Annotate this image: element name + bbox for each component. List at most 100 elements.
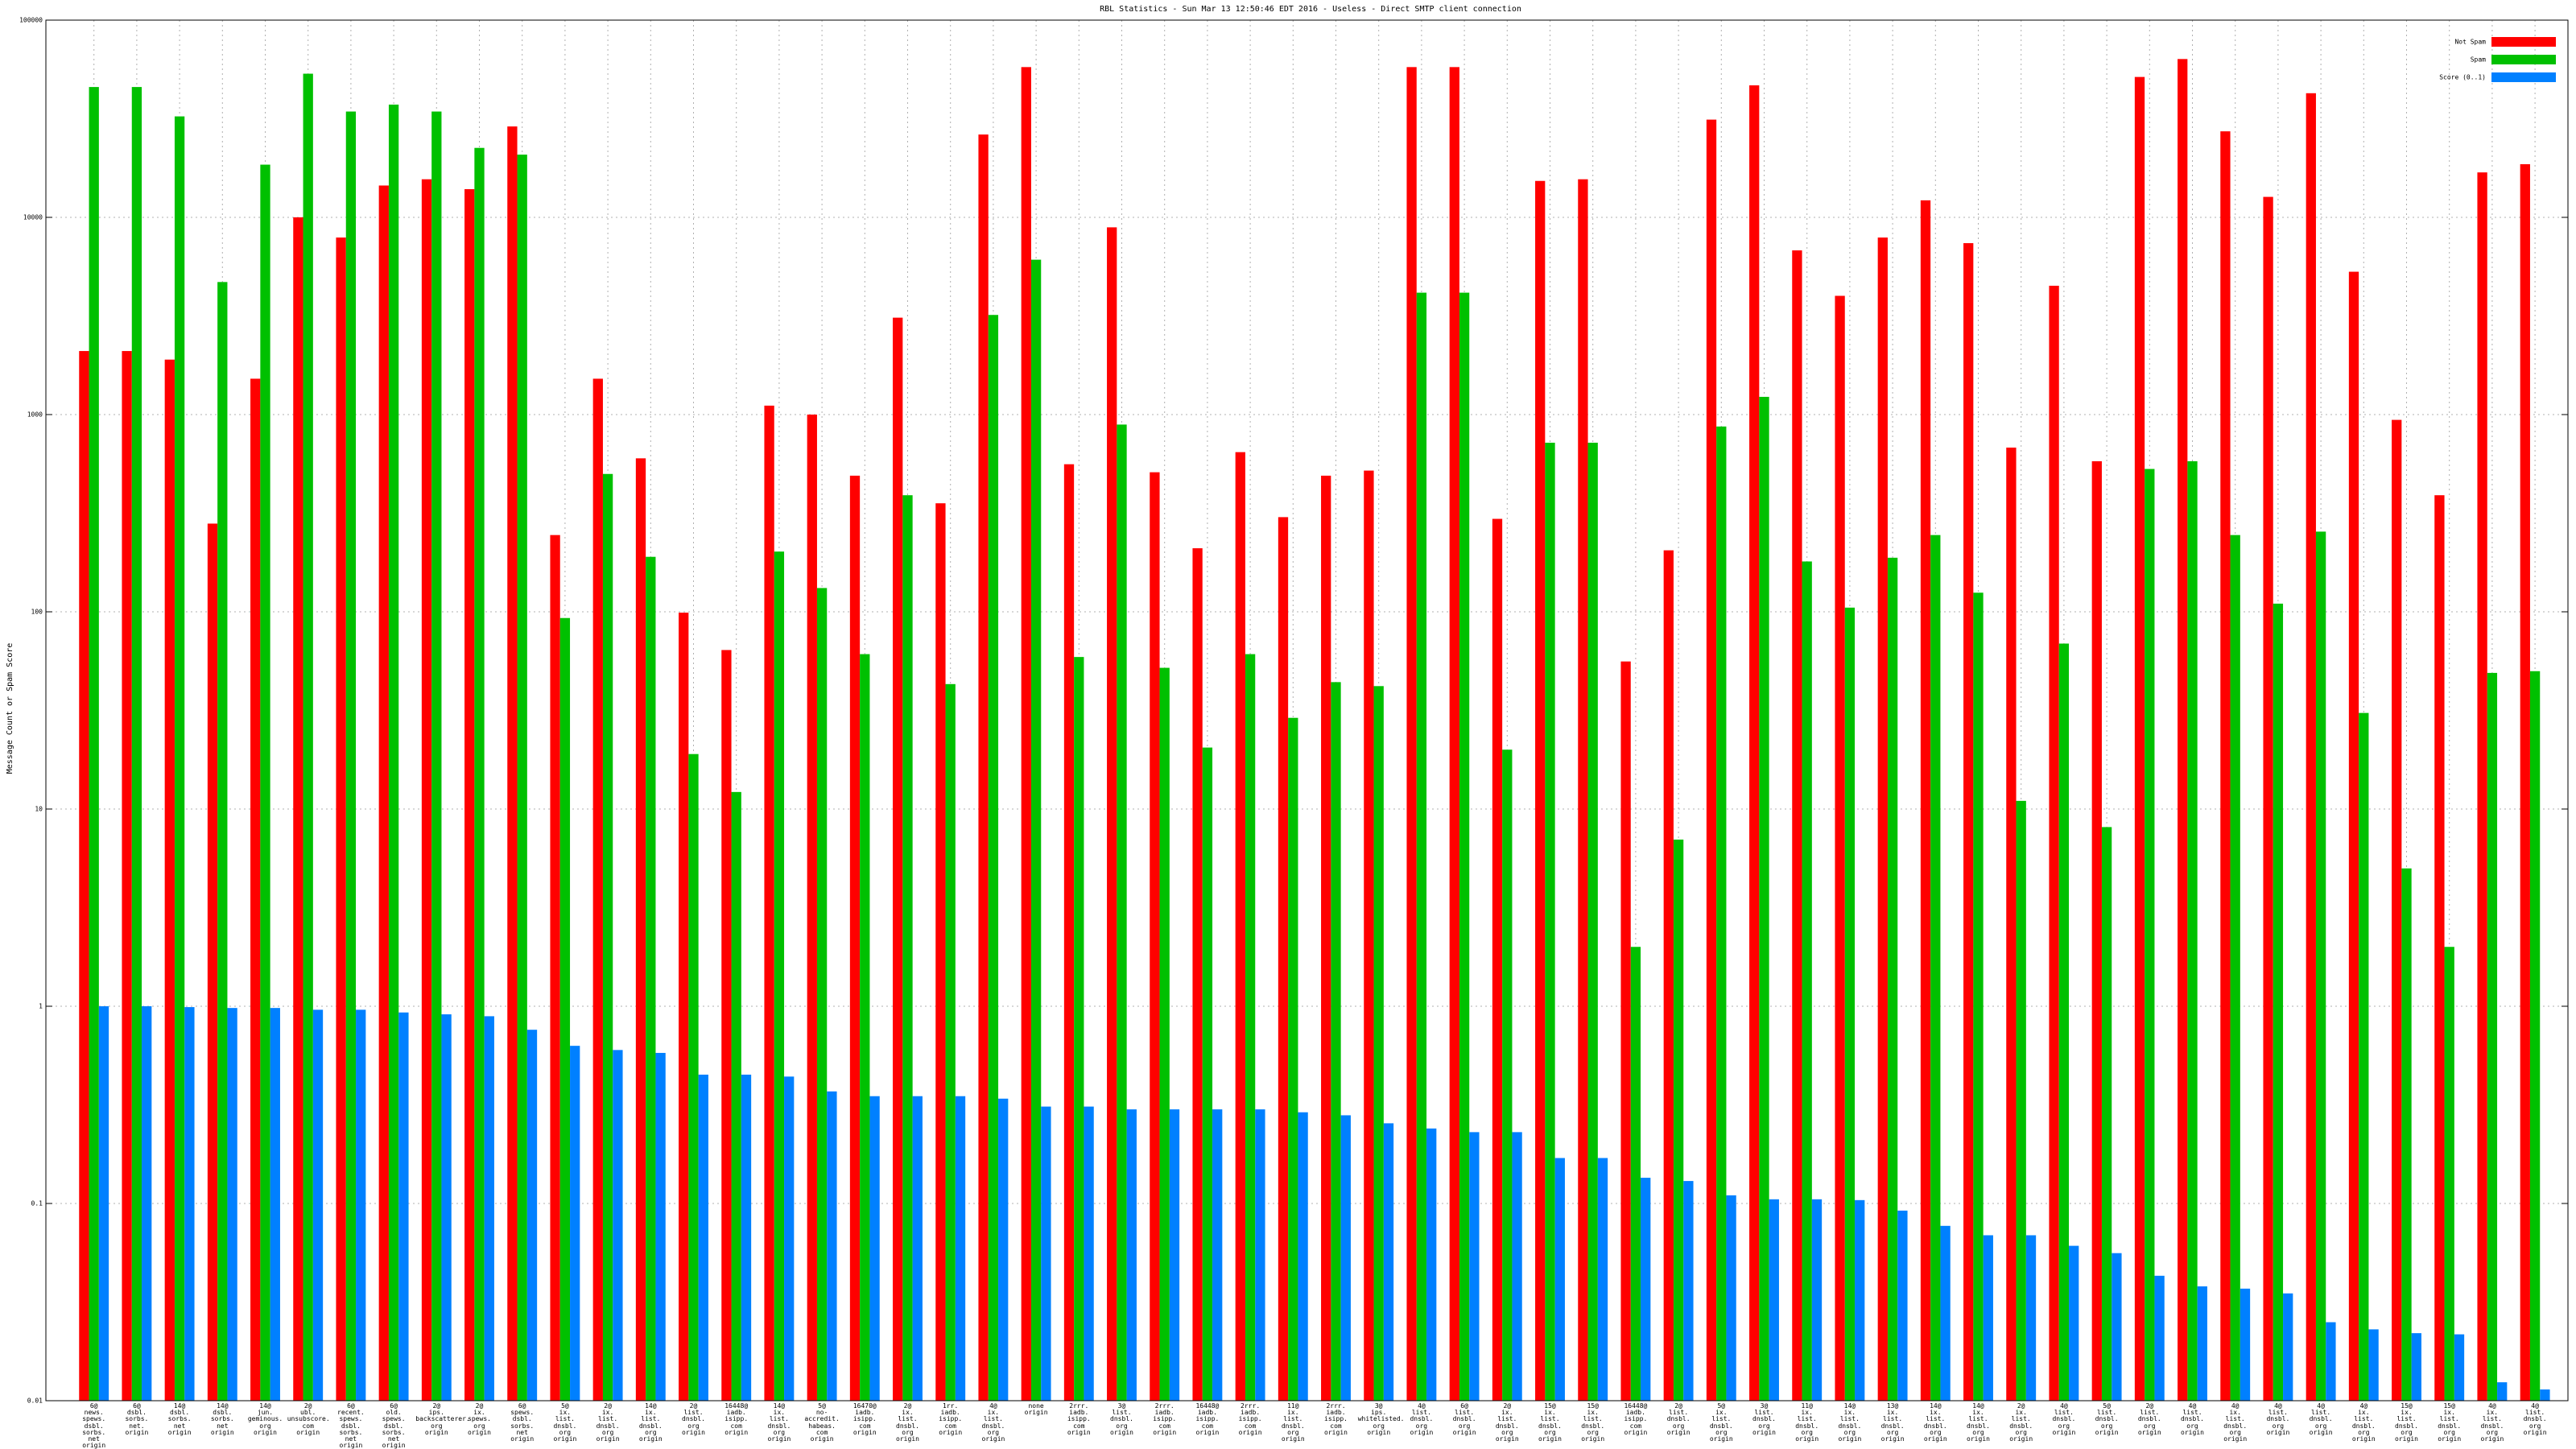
bar (1502, 749, 1513, 1401)
chart-title: RBL Statistics - Sun Mar 13 12:50:46 EDT… (1100, 5, 1521, 14)
bar (1406, 67, 1417, 1402)
x-tick-label: 2@ ubl. unsubscore. com origin (287, 1402, 330, 1436)
x-tick-label: 2@ ix. list. dnsbl. org origin (2009, 1402, 2033, 1443)
x-tick-label: 14@ dsbl. sorbs. net origin (167, 1402, 192, 1436)
bar (1792, 250, 1802, 1402)
bar (1030, 259, 1042, 1401)
bar (1084, 1106, 1094, 1401)
bar (988, 315, 999, 1401)
bar (1811, 1199, 1823, 1401)
bar (602, 473, 613, 1401)
bar (1041, 1106, 1051, 1401)
bar (559, 617, 571, 1401)
bar (1469, 1132, 1480, 1401)
bar (1597, 1158, 1608, 1401)
x-tick-label: 15@ ix. list. dnsbl. org origin (2395, 1402, 2418, 1443)
bar (388, 104, 399, 1401)
bar (655, 1052, 666, 1401)
bar (1940, 1225, 1951, 1401)
bar (1459, 292, 1470, 1401)
bar (1298, 1112, 1308, 1401)
y-tick-label: 1000 (27, 411, 43, 419)
bar (431, 111, 442, 1401)
bar (312, 1009, 324, 1401)
bar (517, 155, 527, 1402)
x-tick-label: 6@ spews. dsbl. sorbs. net origin (510, 1402, 535, 1443)
bar (2230, 535, 2240, 1401)
bar (2197, 1286, 2207, 1401)
x-tick-label: 16470@ iadb. isipp. com origin (852, 1402, 877, 1436)
x-tick-label: 2@ list. dnsbl. org origin (2137, 1402, 2161, 1436)
bar (1364, 470, 1374, 1402)
x-tick-label: 13@ ix. list. dnsbl. org origin (1880, 1402, 1905, 1443)
x-tick-label: 2rrr. iadb. isipp. com origin (1324, 1402, 1348, 1436)
legend-label: Not Spam (2454, 39, 2486, 46)
bar (1449, 67, 1459, 1402)
bar (1726, 1195, 1736, 1401)
bar (293, 217, 303, 1401)
y-tick-label: 0.1 (31, 1200, 43, 1208)
bar (1331, 682, 1341, 1401)
plot-frame (45, 19, 2569, 1402)
x-tick-label: 6@ list. dnsbl. org origin (1452, 1402, 1476, 1436)
legend-swatch (2491, 72, 2556, 82)
x-tick-label: 15@ ix. list. dnsbl. org origin (1581, 1402, 1605, 1443)
bar (2497, 1382, 2508, 1401)
bar (2263, 196, 2273, 1401)
bar (893, 317, 903, 1401)
x-tick-label: 15@ ix. list. dnsbl. org origin (1538, 1402, 1562, 1443)
bar (774, 551, 785, 1401)
bar (2520, 163, 2530, 1401)
bar (2434, 495, 2445, 1401)
bar (2134, 76, 2145, 1402)
bar (2069, 1245, 2079, 1401)
bar (2145, 469, 2155, 1401)
bar (270, 1008, 280, 1401)
bar (1673, 839, 1684, 1401)
bar (217, 282, 228, 1401)
bar (1897, 1210, 1908, 1401)
x-tick-label: 2@ ips. backscatterer. org origin (415, 1402, 470, 1436)
bar (474, 147, 485, 1401)
bar (207, 523, 218, 1401)
bar (816, 588, 828, 1401)
bar (2487, 672, 2498, 1401)
bar (2220, 131, 2231, 1402)
bar (1063, 464, 1075, 1402)
x-tick-label: 16448@ iadb. isipp. com origin (1624, 1402, 1648, 1436)
x-tick-label: 2@ ix. list. dnsbl. org origin (1495, 1402, 1519, 1443)
bar (1554, 1158, 1565, 1401)
bar (1641, 1178, 1651, 1401)
x-tick-label: 4@ list. dnsbl. org origin (2523, 1402, 2547, 1436)
bar (646, 556, 656, 1402)
x-tick-label: 4@ ix. list. dnsbl. org origin (2223, 1402, 2248, 1443)
x-tick-label: 5@ no-accredit. habeas. com origin (804, 1402, 840, 1443)
x-tick-label: 2@ ix. list. dnsbl. org origin (596, 1402, 620, 1443)
bar (2283, 1293, 2293, 1401)
x-tick-label: 4@ list. dnsbl. org origin (2309, 1402, 2333, 1436)
bar (1844, 607, 1856, 1401)
x-tick-label: 6@ old. spews. dsbl. sorbs. net origin (382, 1402, 406, 1449)
bar (1117, 424, 1127, 1402)
x-tick-label: none origin (1024, 1402, 1048, 1417)
bar (2348, 271, 2359, 1402)
y-tick-label: 1 (39, 1003, 43, 1010)
bar (164, 359, 175, 1402)
bar (1930, 535, 1941, 1401)
bar (2540, 1389, 2550, 1401)
bar (688, 753, 699, 1401)
bar (935, 503, 946, 1401)
y-tick-label: 10000 (23, 214, 43, 221)
bar (2016, 800, 2026, 1401)
legend-label: Score (0..1) (2439, 74, 2486, 81)
x-tick-label: 2@ ix. spews. org origin (468, 1402, 491, 1436)
bar (2058, 643, 2070, 1401)
x-tick-label: 5@ ix. list. dnsbl. org origin (553, 1402, 577, 1443)
bar (1683, 1181, 1694, 1401)
x-tick-label: 4@ ix. list. dnsbl. org origin (2351, 1402, 2376, 1443)
bar (336, 237, 346, 1402)
x-tick-label: 2@ ix. list. dnsbl. org origin (896, 1402, 919, 1443)
x-tick-label: 15@ ix. list. dnsbl. org origin (2438, 1402, 2462, 1443)
bar (131, 87, 142, 1401)
